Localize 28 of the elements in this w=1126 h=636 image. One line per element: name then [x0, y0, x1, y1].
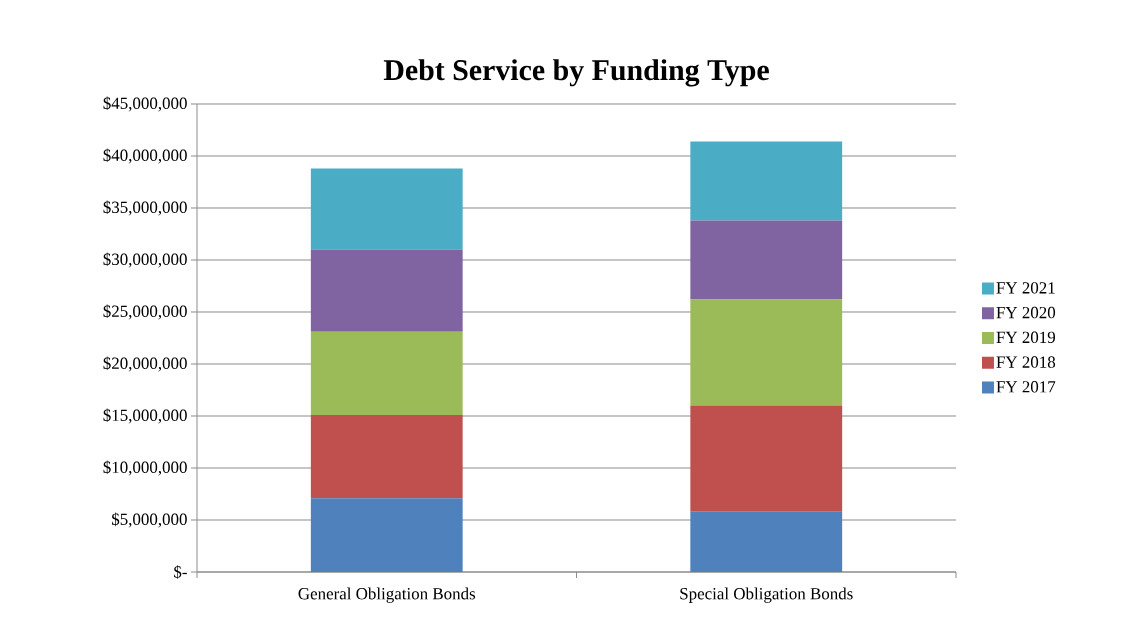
legend-label: FY 2021	[996, 282, 1055, 294]
bar	[690, 299, 843, 406]
bar	[310, 249, 463, 332]
y-tick-label: $30,000,000	[103, 252, 187, 268]
y-tick-label: $40,000,000	[103, 148, 187, 164]
legend-label: FY 2017	[996, 381, 1056, 393]
bar	[310, 168, 463, 250]
x-tick-label: Special Obligation Bonds	[680, 587, 853, 603]
bar	[690, 405, 843, 512]
y-tick-label: $25,000,000	[103, 304, 187, 320]
bar	[690, 511, 843, 572]
y-tick-label: $20,000,000	[103, 356, 187, 372]
y-tick-label: $5,000,000	[112, 512, 187, 528]
y-tick-label: $10,000,000	[103, 460, 187, 476]
x-tick-label: General Obligation Bonds	[298, 587, 476, 603]
legend-label: FY 2019	[996, 331, 1056, 344]
y-tick-label: $-	[174, 565, 187, 579]
legend-label: FY 2020	[996, 306, 1056, 319]
bar	[690, 141, 843, 221]
bar	[690, 220, 843, 300]
y-tick-label: $45,000,000	[103, 96, 187, 112]
y-tick-label: $15,000,000	[103, 408, 187, 424]
chart-title: Debt Service by Funding Type	[383, 59, 769, 87]
legend-label: FY 2018	[996, 356, 1056, 368]
y-tick-label: $35,000,000	[103, 200, 187, 216]
bar	[310, 498, 463, 572]
bar	[310, 331, 463, 415]
bar	[310, 414, 463, 499]
